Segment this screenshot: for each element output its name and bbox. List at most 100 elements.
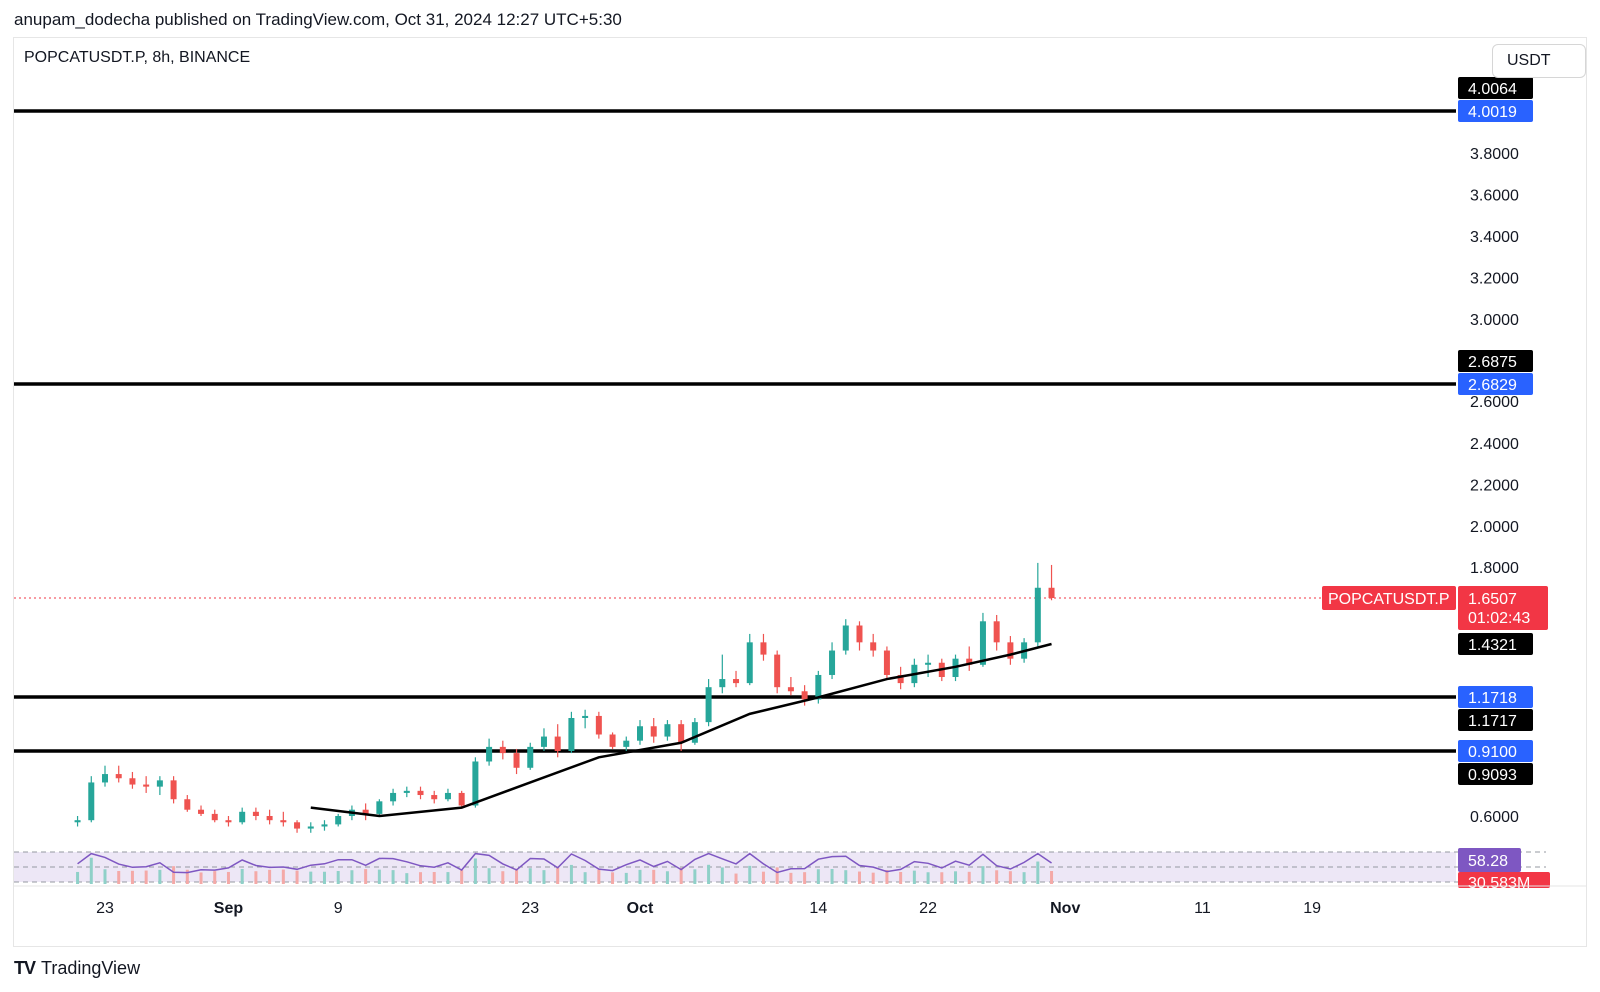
x-tick-label-8: 11 xyxy=(1194,900,1211,917)
volume-bar-52 xyxy=(789,872,793,884)
volume-bar-29 xyxy=(473,858,477,884)
volume-bar-16 xyxy=(295,870,299,884)
candle-body-55 xyxy=(829,650,836,675)
volume-value-tag-bg xyxy=(1458,872,1550,888)
volume-bar-21 xyxy=(364,869,368,884)
candle-body-51 xyxy=(774,654,781,688)
volume-bar-47 xyxy=(720,867,724,884)
volume-bar-28 xyxy=(460,870,464,884)
candle-body-49 xyxy=(746,642,753,684)
volume-bar-12 xyxy=(240,868,244,884)
volume-bar-2 xyxy=(103,869,107,884)
level-tag-1-0-bg xyxy=(1458,350,1533,372)
volume-bar-25 xyxy=(419,872,423,884)
volume-bar-1 xyxy=(89,857,93,884)
candle-body-54 xyxy=(815,674,822,700)
volume-bar-60 xyxy=(899,871,903,884)
volume-bar-18 xyxy=(322,871,326,884)
volume-bar-41 xyxy=(638,869,642,884)
volume-bar-51 xyxy=(775,867,779,884)
tradingview-footer[interactable]: TV TradingView xyxy=(14,958,140,979)
candle-body-29 xyxy=(472,761,479,806)
y-tick-label-7: 2.2000 xyxy=(1470,477,1519,494)
level-tag-1-1: 2.6829 xyxy=(1468,377,1517,394)
volume-bar-38 xyxy=(597,869,601,884)
candle-body-40 xyxy=(623,740,630,747)
x-tick-label-6: 22 xyxy=(919,900,937,917)
candle-body-16 xyxy=(294,822,301,829)
candle-body-71 xyxy=(1048,587,1055,598)
candle-body-59 xyxy=(883,650,890,675)
y-tick-label-2: 3.4000 xyxy=(1470,229,1519,246)
level-tag-0-0-bg xyxy=(1458,77,1533,99)
volume-bar-11 xyxy=(226,871,230,884)
candle-body-70 xyxy=(1034,587,1041,643)
candle-body-39 xyxy=(609,734,616,747)
candle-body-2 xyxy=(102,774,108,783)
volume-bar-68 xyxy=(1008,871,1012,884)
volume-bar-56 xyxy=(844,870,848,884)
level-tag-2-1-bg xyxy=(1458,709,1533,731)
volume-bar-33 xyxy=(528,868,532,884)
volume-bar-40 xyxy=(624,872,628,884)
volume-bar-71 xyxy=(1050,871,1054,884)
candle-body-32 xyxy=(513,753,520,768)
currency-selector[interactable]: USDT xyxy=(1492,44,1586,78)
volume-bar-34 xyxy=(542,870,546,884)
last-price-symbol-tag-bg xyxy=(1322,586,1456,610)
candle-body-46 xyxy=(705,687,712,723)
volume-bar-69 xyxy=(1022,872,1026,884)
x-tick-label-2: 9 xyxy=(334,900,343,917)
volume-bar-65 xyxy=(967,871,971,884)
ma-value-tag: 1.4321 xyxy=(1468,637,1517,654)
volume-bar-20 xyxy=(350,870,354,884)
candle-body-9 xyxy=(198,809,205,814)
volume-bar-32 xyxy=(515,868,519,884)
volume-bar-58 xyxy=(871,872,875,884)
volume-bar-70 xyxy=(1036,861,1040,884)
price-countdown-tag: 01:02:43 xyxy=(1468,610,1530,627)
volume-bar-22 xyxy=(377,869,381,884)
volume-bar-46 xyxy=(707,864,711,884)
level-tag-0-1-bg xyxy=(1458,100,1533,122)
candle-body-21 xyxy=(362,809,369,814)
candle-body-52 xyxy=(787,687,794,692)
candle-body-41 xyxy=(637,726,643,741)
volume-bar-64 xyxy=(954,871,958,884)
candle-body-36 xyxy=(568,717,575,751)
y-tick-label-8: 2.0000 xyxy=(1470,519,1519,536)
volume-bar-48 xyxy=(734,873,738,884)
tradingview-logo-icon: TV xyxy=(14,958,36,978)
candle-body-25 xyxy=(417,790,424,796)
volume-bar-43 xyxy=(665,871,669,884)
x-tick-label-4: Oct xyxy=(627,900,654,917)
candle-body-31 xyxy=(499,746,506,754)
candle-body-7 xyxy=(170,780,177,800)
candle-body-50 xyxy=(760,642,767,655)
volume-bar-30 xyxy=(487,868,491,884)
tradingview-brand: TradingView xyxy=(41,958,141,978)
volume-bar-50 xyxy=(761,871,765,884)
volume-bar-17 xyxy=(309,871,313,884)
candle-body-26 xyxy=(431,795,438,800)
volume-bar-54 xyxy=(816,869,820,884)
volume-bar-6 xyxy=(158,869,162,884)
volume-bar-10 xyxy=(213,871,217,884)
volume-bar-35 xyxy=(556,866,560,884)
volume-bar-5 xyxy=(144,870,148,884)
candle-body-24 xyxy=(403,790,410,793)
candle-body-45 xyxy=(691,722,698,743)
x-tick-label-3: 23 xyxy=(521,900,539,917)
volume-bar-59 xyxy=(885,870,889,884)
y-tick-label-10: 0.6000 xyxy=(1470,809,1519,826)
candle-body-48 xyxy=(733,679,740,684)
volume-bar-8 xyxy=(185,869,189,884)
level-tag-1-0: 2.6875 xyxy=(1468,354,1517,371)
candle-body-42 xyxy=(650,726,657,737)
volume-bar-62 xyxy=(926,872,930,884)
candle-body-58 xyxy=(870,642,877,651)
volume-bar-53 xyxy=(803,872,807,884)
level-tag-2-0-bg xyxy=(1458,686,1533,708)
level-tag-3-0-bg xyxy=(1458,740,1533,762)
